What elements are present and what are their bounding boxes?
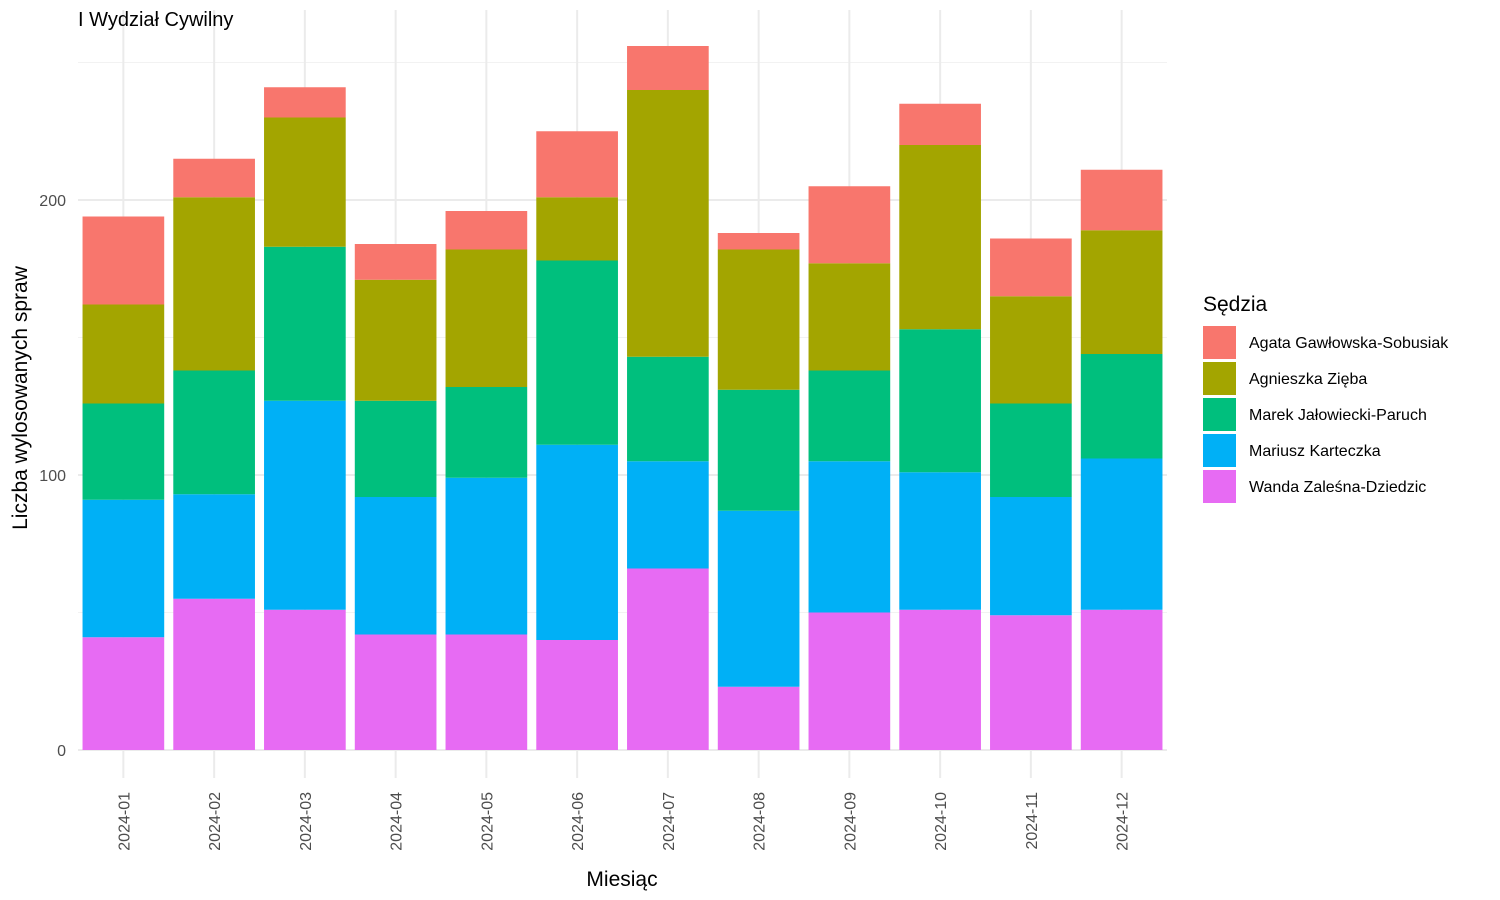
bar-segment bbox=[899, 472, 981, 610]
x-tick-label: 2024-04 bbox=[389, 792, 406, 851]
bar-segment bbox=[899, 329, 981, 473]
bar-segment bbox=[445, 211, 528, 250]
x-tick-label: 2024-12 bbox=[1115, 792, 1132, 851]
bar-segment bbox=[808, 186, 891, 264]
bar-segment bbox=[82, 499, 165, 638]
x-tick-label: 2024-06 bbox=[570, 792, 587, 851]
bar-segment bbox=[536, 640, 618, 750]
legend-key bbox=[1203, 434, 1236, 467]
bar-segment bbox=[536, 131, 618, 198]
bar-segment bbox=[354, 497, 437, 635]
x-tick-label: 2024-09 bbox=[842, 792, 859, 851]
x-axis-title: Miesiąc bbox=[586, 868, 657, 891]
x-tick-label: 2024-03 bbox=[298, 792, 315, 851]
bar-segment bbox=[82, 637, 165, 750]
bar-segment bbox=[899, 145, 981, 330]
legend-key bbox=[1203, 470, 1236, 503]
bar-segment bbox=[990, 238, 1072, 297]
bar-segment bbox=[445, 477, 528, 635]
bar-segment bbox=[536, 444, 618, 640]
bar-segment bbox=[627, 568, 709, 750]
bar-segment bbox=[354, 279, 437, 401]
legend-label: Wanda Zaleśna-Dziedzic bbox=[1249, 479, 1426, 496]
bar-segment bbox=[82, 304, 165, 404]
x-tick-label: 2024-01 bbox=[116, 792, 133, 851]
bar-segment bbox=[264, 609, 346, 750]
bar-segment bbox=[717, 510, 800, 687]
bar-segment bbox=[264, 117, 346, 247]
y-tick-label: 200 bbox=[39, 193, 66, 210]
bar-segment bbox=[82, 216, 165, 305]
bar-segment bbox=[1080, 169, 1163, 231]
legend-label: Agata Gawłowska-Sobusiak bbox=[1249, 335, 1449, 352]
bar-segment bbox=[808, 612, 891, 750]
x-tick-label: 2024-08 bbox=[752, 792, 769, 851]
bar-segment bbox=[536, 197, 618, 261]
x-tick-label: 2024-05 bbox=[479, 792, 496, 851]
chart-title: I Wydział Cywilny bbox=[78, 9, 233, 31]
bar-segment bbox=[173, 158, 255, 198]
legend-label: Mariusz Karteczka bbox=[1249, 443, 1381, 460]
y-tick-label: 0 bbox=[57, 743, 66, 760]
bar-segment bbox=[264, 87, 346, 118]
bar-segment bbox=[717, 389, 800, 511]
legend-title: Sędzia bbox=[1203, 293, 1268, 316]
legend-label: Agnieszka Zięba bbox=[1249, 371, 1367, 388]
bar-segment bbox=[445, 634, 528, 750]
bar-segment bbox=[990, 615, 1072, 750]
legend-label: Marek Jałowiecki-Paruch bbox=[1249, 407, 1427, 424]
bar-segment bbox=[1080, 609, 1163, 750]
y-axis-title: Liczba wylosowanych spraw bbox=[9, 265, 32, 530]
bar-segment bbox=[627, 90, 709, 357]
legend-key bbox=[1203, 362, 1236, 395]
plot-panel bbox=[78, 10, 1167, 778]
x-axis-ticks: 2024-01 2024-02 2024-03 2024-04 2024-05 2024-… bbox=[116, 792, 1131, 851]
legend-key bbox=[1203, 326, 1236, 359]
bar-segment bbox=[808, 370, 891, 462]
x-tick-label: 2024-02 bbox=[207, 792, 224, 851]
bars bbox=[82, 46, 1163, 750]
y-tick-label: 100 bbox=[39, 468, 66, 485]
bar-segment bbox=[1080, 230, 1163, 354]
bar-segment bbox=[445, 249, 528, 387]
bar-segment bbox=[1080, 458, 1163, 610]
bar-segment bbox=[173, 598, 255, 750]
bar-segment bbox=[717, 686, 800, 750]
bar-segment bbox=[808, 461, 891, 613]
bar-segment bbox=[899, 103, 981, 145]
bar-segment bbox=[899, 609, 981, 750]
bar-segment bbox=[808, 263, 891, 371]
bar-segment bbox=[173, 197, 255, 371]
bar-segment bbox=[82, 403, 165, 500]
bar-segment bbox=[264, 400, 346, 610]
legend: Sędzia Agata Gawłowska-Sobusiak Agnieszka… bbox=[1203, 293, 1449, 503]
bar-segment bbox=[990, 403, 1072, 497]
y-axis-ticks: 0 100 200 bbox=[39, 193, 66, 760]
bar-segment bbox=[354, 634, 437, 750]
bar-segment bbox=[1080, 354, 1163, 459]
bar-segment bbox=[717, 233, 800, 250]
bar-segment bbox=[445, 387, 528, 478]
bar-segment bbox=[717, 249, 800, 390]
bar-segment bbox=[627, 46, 709, 90]
bar-segment bbox=[264, 246, 346, 401]
bar-segment bbox=[990, 296, 1072, 404]
legend-items: Agata Gawłowska-Sobusiak Agnieszka Zięba M… bbox=[1203, 326, 1449, 503]
bar-segment bbox=[990, 497, 1072, 616]
legend-key bbox=[1203, 398, 1236, 431]
bar-segment bbox=[173, 494, 255, 599]
bar-segment bbox=[627, 461, 709, 569]
bar-segment bbox=[173, 370, 255, 495]
bar-segment bbox=[536, 260, 618, 445]
bar-segment bbox=[354, 400, 437, 497]
x-tick-label: 2024-10 bbox=[933, 792, 950, 851]
x-tick-label: 2024-11 bbox=[1024, 792, 1041, 850]
bar-segment bbox=[627, 356, 709, 462]
bar-segment bbox=[354, 244, 437, 280]
x-tick-label: 2024-07 bbox=[661, 792, 678, 851]
